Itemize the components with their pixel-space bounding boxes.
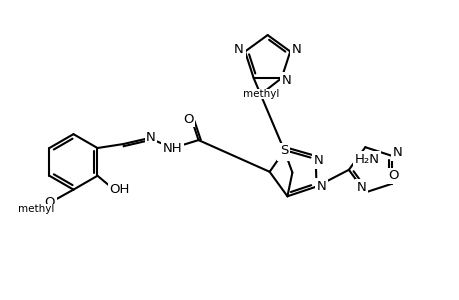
Text: S: S [280,144,288,157]
Text: N: N [146,130,156,144]
Text: O: O [183,113,193,126]
Text: N: N [278,146,288,159]
Text: N: N [316,180,325,193]
Text: methyl: methyl [17,204,54,214]
Text: H₂N: H₂N [354,153,379,166]
Text: O: O [45,196,55,209]
Text: N: N [356,181,365,194]
Text: O: O [388,169,398,182]
Text: NH: NH [162,142,182,154]
Text: N: N [281,74,291,87]
Text: N: N [392,146,402,159]
Text: N: N [234,43,243,56]
Text: N: N [313,154,323,167]
Text: methyl: methyl [242,89,279,99]
Text: N: N [291,43,301,56]
Text: OH: OH [109,183,129,196]
